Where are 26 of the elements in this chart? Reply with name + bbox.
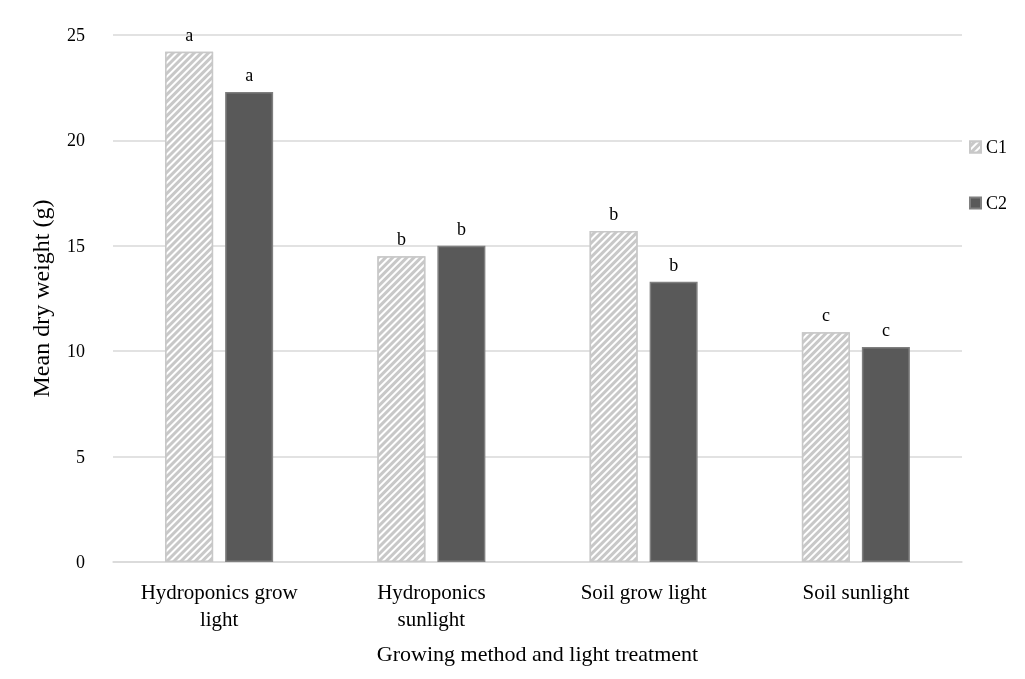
data-label: c	[881, 319, 890, 340]
y-tick-label: 15	[67, 235, 85, 256]
legend-label: C2	[985, 193, 1008, 213]
data-label: b	[669, 254, 679, 275]
data-label: c	[821, 305, 830, 326]
y-axis-title: Mean dry weight (g)	[28, 199, 54, 398]
data-label: a	[245, 64, 254, 85]
data-label: b	[609, 204, 619, 225]
data-label: a	[185, 24, 194, 45]
y-tick-label: 10	[67, 341, 85, 362]
data-label: b	[456, 218, 466, 239]
bar	[225, 91, 274, 562]
x-tick-label: Soil sunlight	[802, 579, 910, 604]
x-tick-label: Hydroponics sunlight	[377, 579, 486, 631]
x-tick-label: Soil grow light	[580, 579, 707, 604]
y-tick-label: 0	[76, 552, 85, 572]
x-tick-label: Hydroponics grow light	[140, 579, 299, 631]
y-tick-label: 5	[76, 446, 85, 467]
legend-label: C1	[985, 137, 1008, 157]
bar	[861, 346, 910, 562]
data-label: b	[396, 229, 406, 250]
bar	[437, 245, 486, 562]
bar	[649, 281, 698, 562]
x-axis-title: Growing method and light treatment	[376, 640, 699, 666]
y-tick-label: 20	[67, 130, 85, 151]
y-tick-label: 25	[67, 25, 85, 45]
